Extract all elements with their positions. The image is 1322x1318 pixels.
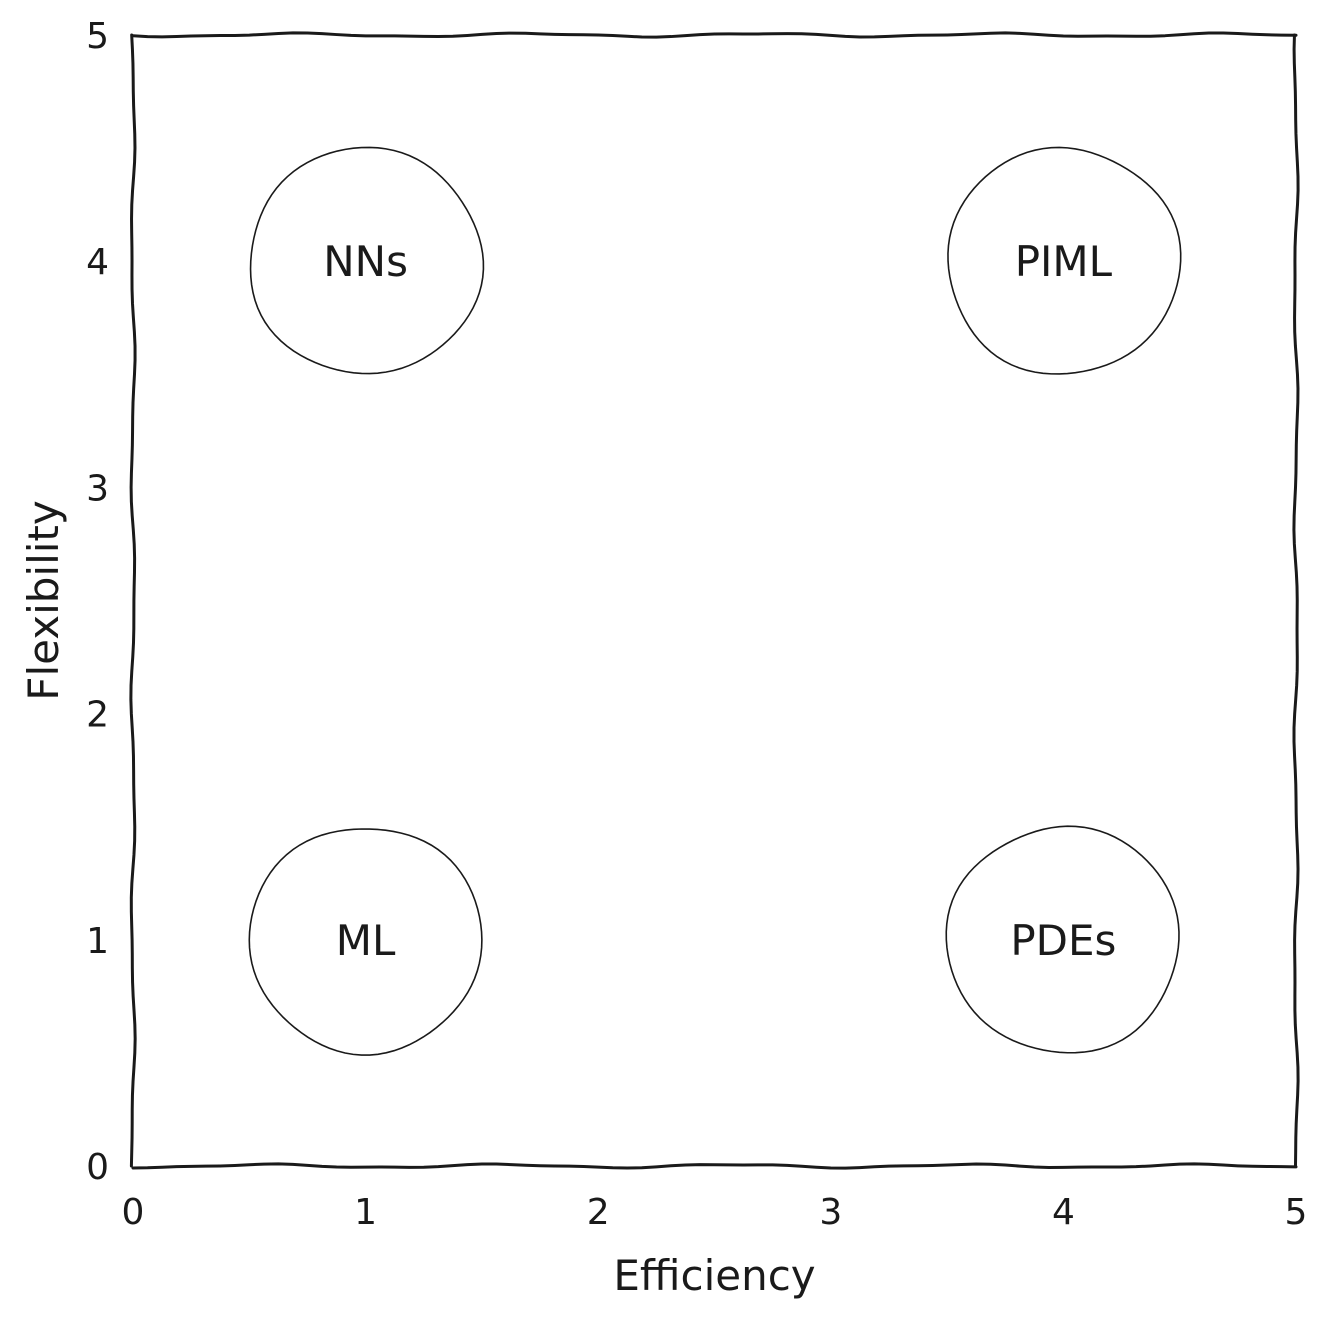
frame-left [129, 33, 137, 1168]
y-tick-label: 3 [86, 468, 109, 509]
y-tick-label: 1 [86, 921, 109, 962]
frame-top [131, 31, 1298, 39]
point-label-nns: NNs [323, 237, 408, 286]
x-axis-label: Efficiency [613, 1251, 815, 1300]
x-tick-label: 0 [122, 1192, 145, 1233]
point-label-pdes: PDEs [1010, 916, 1116, 965]
y-tick-label: 5 [86, 16, 109, 57]
y-tick-label: 0 [86, 1147, 109, 1188]
point-piml: PIML [947, 146, 1182, 375]
point-ml: ML [248, 828, 483, 1056]
point-pdes: PDEs [945, 825, 1180, 1054]
x-tick-label: 4 [1052, 1192, 1075, 1233]
x-tick-labels: 0 1 2 3 4 5 [122, 1192, 1308, 1233]
y-axis-label: Flexibility [19, 500, 68, 700]
x-tick-label: 5 [1285, 1192, 1308, 1233]
data-points: NNs PIML ML PDEs [248, 146, 1182, 1056]
y-tick-labels: 0 1 2 3 4 5 [86, 16, 109, 1188]
bubble-pdes [945, 825, 1180, 1054]
frame-bottom [131, 1162, 1298, 1170]
bubble-ml [248, 828, 483, 1056]
plot-frame [129, 31, 1300, 1170]
y-tick-label: 4 [86, 242, 109, 283]
point-nns: NNs [249, 146, 485, 375]
x-tick-label: 1 [354, 1192, 377, 1233]
frame-right [1292, 33, 1300, 1168]
point-label-ml: ML [336, 916, 396, 965]
point-label-piml: PIML [1015, 237, 1113, 286]
bubble-nns [249, 146, 485, 375]
x-tick-label: 2 [587, 1192, 610, 1233]
x-tick-label: 3 [819, 1192, 842, 1233]
y-tick-label: 2 [86, 695, 109, 736]
bubble-piml [947, 146, 1182, 375]
